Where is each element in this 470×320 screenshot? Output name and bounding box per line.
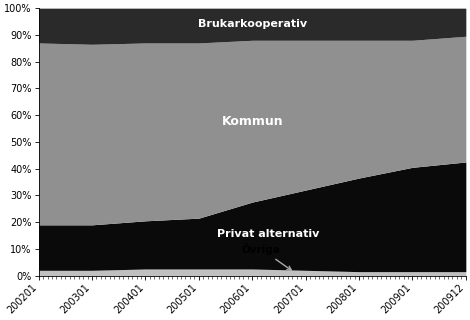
Text: Brukarkooperativ: Brukarkooperativ (198, 19, 307, 29)
Text: Kommun: Kommun (221, 115, 283, 128)
Text: Privat alternativ: Privat alternativ (217, 229, 320, 239)
Text: Övriga: Övriga (242, 243, 291, 270)
